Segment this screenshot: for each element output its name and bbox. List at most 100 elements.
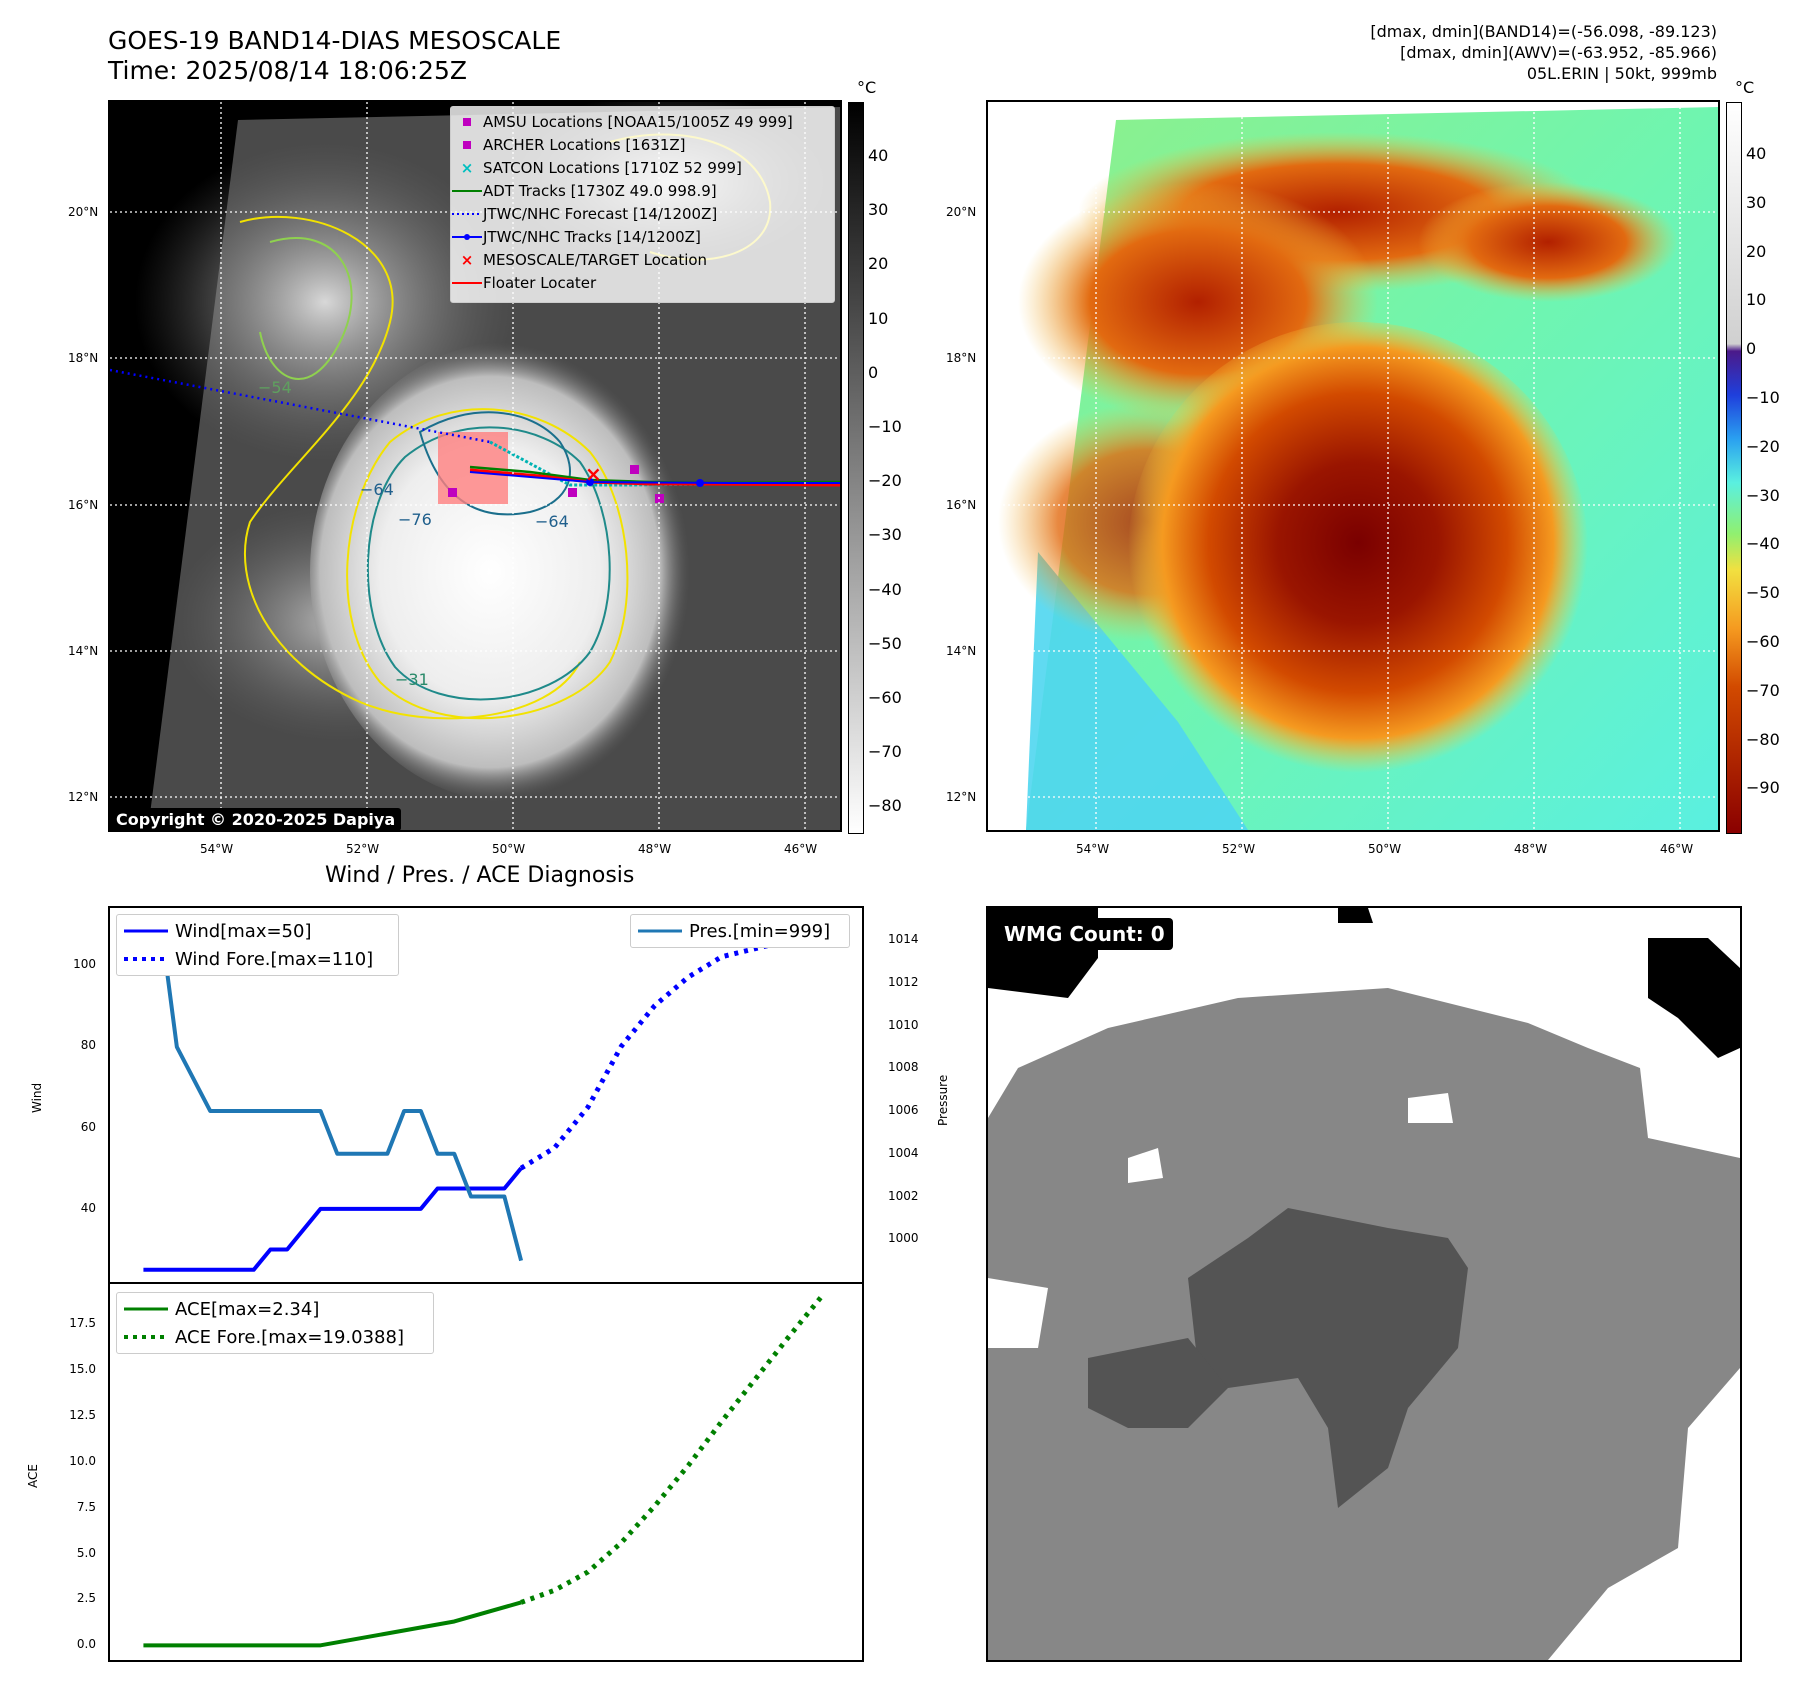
ir-colorbar-ticks: 40 30 20 10 0 −10 −20 −30 −40 −50 −60 −70 −80 (868, 102, 928, 834)
lat-label: 14°N (946, 644, 977, 658)
colorbar-tick-label: 30 (1746, 192, 1767, 212)
legend-item-ace: ACE[max=2.34] (117, 1295, 433, 1323)
ace-axis-label: ACE (26, 1464, 40, 1488)
legend-item-adt: ADT Tracks [1730Z 49.0 998.9] (451, 179, 834, 202)
y-tick-label: 15.0 (69, 1362, 96, 1377)
ace-chart (108, 1282, 864, 1662)
y2-tick-label: 1000 (888, 1231, 919, 1246)
colorbar-tick-label: −50 (1746, 583, 1780, 603)
copyright-badge: Copyright © 2020-2025 Dapiya (110, 808, 402, 831)
lon-label: 54°W (1076, 842, 1110, 856)
colorbar-tick-label: −80 (868, 796, 902, 816)
y-tick-label: 60 (80, 1119, 96, 1134)
info-storm-id: 05L.ERIN | 50kt, 999mb (1526, 64, 1717, 83)
colorbar-tick-label: −60 (868, 688, 902, 707)
legend-item-archer: ARCHER Locations [1631Z] (451, 133, 834, 156)
pressure-axis-label: Pressure (936, 1074, 950, 1126)
solid-line-icon (638, 929, 682, 933)
dotted-line-icon (452, 212, 482, 215)
wind-pressure-chart (108, 906, 864, 1284)
legend-item-wind: Wind[max=50] (117, 917, 398, 945)
info-awv-range: [dmax, dmin](AWV)=(-63.952, -85.966) (1400, 43, 1717, 62)
legend-item-jtwc-forecast: JTWC/NHC Forecast [14/1200Z] (451, 202, 834, 225)
y2-tick-label: 1006 (888, 1103, 919, 1118)
wind-axis-label: Wind (30, 1082, 44, 1113)
y-tick-label: 12.5 (69, 1408, 96, 1423)
legend-item-satcon: × SATCON Locations [1710Z 52 999] (451, 156, 834, 179)
colorbar-tick-label: −20 (1746, 436, 1780, 456)
colorbar-tick-label: 10 (868, 308, 889, 328)
lat-label: 18°N (68, 351, 99, 365)
solid-line-icon (452, 281, 482, 284)
wind-legend: Wind[max=50] Wind Fore.[max=110] (116, 914, 399, 976)
y2-tick-label: 1002 (888, 1188, 919, 1203)
colorbar-tick-label: −10 (1746, 388, 1780, 407)
colorbar-tick-label: 0 (1746, 339, 1757, 359)
y-tick-label: 40 (80, 1200, 96, 1215)
contour-label: −64 (360, 480, 394, 499)
contour-label: −64 (535, 512, 569, 531)
lon-label: 54°W (200, 842, 234, 856)
y-tick-label: 80 (80, 1038, 96, 1053)
awv-map-panel (986, 100, 1720, 832)
wmg-image (988, 908, 1740, 1660)
lon-label: 50°W (1368, 842, 1402, 856)
colorbar-tick-label: 0 (868, 362, 879, 382)
y2-tick-label: 1010 (888, 1017, 919, 1032)
colorbar-tick-label: 10 (1746, 290, 1767, 310)
colorbar-tick-label: −40 (1746, 534, 1780, 554)
legend-item-target: × MESOSCALE/TARGET Location (451, 248, 834, 271)
lon-label: 48°W (1514, 842, 1548, 856)
legend-item-wind-forecast: Wind Fore.[max=110] (117, 945, 398, 973)
y-tick-label: 7.5 (76, 1499, 96, 1514)
line-dot-icon (452, 233, 482, 240)
dotted-line-icon (124, 957, 168, 961)
map-legend: AMSU Locations [NOAA15/1005Z 49 999] ARC… (450, 106, 835, 303)
x-marker-icon: × (460, 250, 474, 269)
colorbar-unit: °C (1735, 78, 1755, 97)
colorbar-tick-label: −10 (868, 417, 902, 436)
awv-colorbar (1726, 102, 1742, 834)
contour-label: −31 (395, 670, 429, 689)
lat-label: 12°N (68, 790, 99, 804)
wmg-panel (986, 906, 1742, 1662)
y2-tick-label: 1012 (888, 974, 919, 989)
ir-colorbar (848, 102, 864, 834)
solid-line-icon (452, 189, 482, 192)
lon-label: 50°W (492, 842, 526, 856)
y-tick-label: 5.0 (76, 1545, 96, 1560)
series-line-2 (143, 916, 524, 1262)
legend-item-jtwc-tracks: JTWC/NHC Tracks [14/1200Z] (451, 225, 834, 248)
x-marker-icon: × (460, 158, 474, 177)
lon-label: 52°W (1222, 842, 1256, 856)
series-line-1 (520, 1294, 824, 1605)
dotted-line-icon (124, 1335, 168, 1339)
colorbar-tick-label: −30 (1746, 485, 1780, 505)
lat-label: 16°N (946, 498, 977, 512)
colorbar-tick-label: −90 (1746, 778, 1780, 798)
legend-item-ace-forecast: ACE Fore.[max=19.0388] (117, 1323, 433, 1351)
square-marker-icon (463, 140, 471, 149)
y-tick-label: 100 (73, 956, 96, 971)
y-tick-label: 2.5 (76, 1591, 96, 1606)
lat-label: 20°N (68, 205, 99, 219)
lat-label: 12°N (946, 790, 977, 804)
colorbar-tick-label: −50 (868, 633, 902, 653)
square-marker-icon (463, 117, 471, 126)
ace-legend: ACE[max=2.34] ACE Fore.[max=19.0388] (116, 1292, 434, 1354)
colorbar-tick-label: −80 (1746, 729, 1780, 749)
contour-label: −76 (398, 510, 432, 529)
y-tick-label: 10.0 (69, 1453, 96, 1468)
wmg-count-badge: WMG Count: 0 (996, 918, 1173, 950)
info-band14-range: [dmax, dmin](BAND14)=(-56.098, -89.123) (1370, 22, 1717, 41)
svg-text:×: × (585, 462, 602, 486)
y-tick-label: 0.0 (76, 1637, 96, 1652)
solid-line-icon (124, 1307, 168, 1311)
lat-label: 14°N (68, 644, 99, 658)
lon-label: 52°W (346, 842, 380, 856)
figure-title: GOES-19 BAND14-DIAS MESOSCALE (108, 26, 562, 55)
contour-label: −54 (258, 378, 292, 397)
diagnosis-title: Wind / Pres. / ACE Diagnosis (325, 863, 635, 888)
colorbar-tick-label: 40 (1746, 144, 1767, 163)
colorbar-tick-label: 30 (868, 200, 889, 220)
